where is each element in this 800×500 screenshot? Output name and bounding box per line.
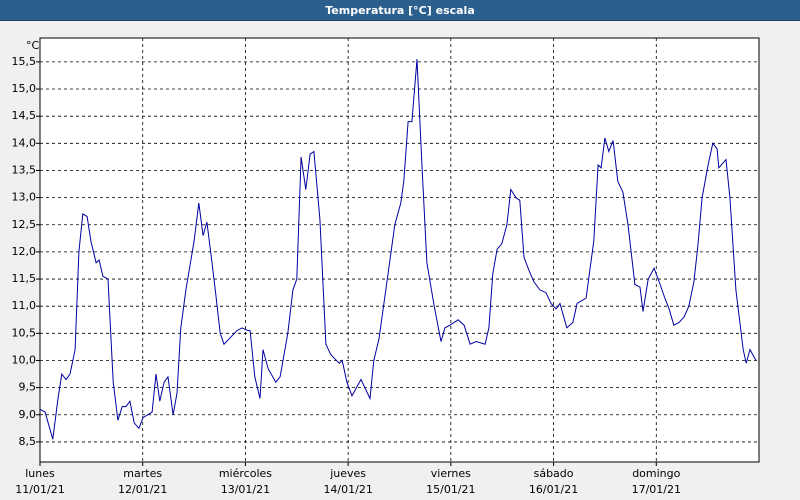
y-tick-label: 14,5 — [12, 109, 37, 122]
y-tick-label: 15,5 — [12, 55, 37, 68]
y-tick-label: 15,0 — [12, 82, 37, 95]
y-tick-label: 13,5 — [12, 163, 37, 176]
x-tick-label: domingo 17/01/21 — [631, 467, 681, 496]
y-tick-label: 10,5 — [12, 326, 37, 339]
x-tick-label: jueves 14/01/21 — [323, 467, 373, 496]
y-tick-label: 10,0 — [12, 353, 37, 366]
y-tick-label: 11,5 — [12, 272, 37, 285]
chart-title: Temperatura [°C] escala — [325, 4, 475, 17]
title-bar: Temperatura [°C] escala — [0, 0, 800, 21]
y-tick-label: 13,0 — [12, 191, 37, 204]
y-tick-label: 11,0 — [12, 299, 37, 312]
temperature-line — [39, 59, 757, 440]
plot-area — [39, 37, 760, 463]
x-tick-label: miércoles 13/01/21 — [218, 467, 272, 496]
x-tick-label: lunes 11/01/21 — [15, 467, 65, 496]
y-tick-label: 8,5 — [19, 435, 37, 448]
x-tick-label: sábado 16/01/21 — [528, 467, 579, 496]
x-tick-label: viernes 15/01/21 — [426, 467, 476, 496]
y-tick-label: 12,0 — [12, 245, 37, 258]
x-tick-label: martes 12/01/21 — [118, 467, 168, 496]
y-unit: °C — [26, 39, 40, 52]
y-tick-label: 14,0 — [12, 136, 37, 149]
y-tick-label: 9,5 — [19, 381, 37, 394]
y-tick-label: 12,5 — [12, 218, 37, 231]
y-tick-label: 9,0 — [19, 408, 37, 421]
